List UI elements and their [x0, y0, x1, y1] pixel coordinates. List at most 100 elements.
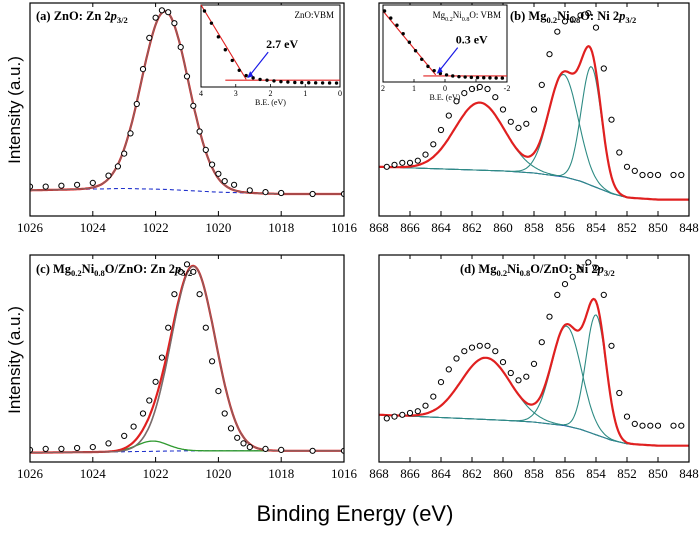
- inset-x-tick-label: 0: [338, 89, 342, 98]
- inset-data-point: [395, 23, 399, 27]
- title-part: p: [174, 262, 181, 276]
- data-point: [105, 440, 112, 447]
- data-point: [202, 146, 209, 153]
- inset-data-point: [300, 80, 304, 85]
- inset-data-point: [475, 75, 480, 80]
- x-tick-label: 860: [493, 220, 513, 235]
- inset-data-point: [432, 68, 436, 73]
- title-part: 0.2: [546, 15, 557, 25]
- data-point: [530, 106, 538, 113]
- inset-data-point: [469, 75, 474, 80]
- inset-data-point: [230, 58, 234, 63]
- data-point: [399, 159, 406, 166]
- inset-data-point: [209, 21, 214, 25]
- x-tick-label: 854: [586, 466, 606, 481]
- data-point: [670, 171, 677, 179]
- title-part: p: [110, 9, 117, 23]
- inset-data-point: [320, 81, 325, 85]
- inset-data-point: [382, 9, 387, 13]
- x-tick-label: 848: [679, 466, 699, 481]
- data-point: [209, 358, 216, 365]
- plot-area: [379, 10, 689, 201]
- panel-title: (c) Mg0.2Ni0.8O/ZnO: Zn 2p3/2: [36, 262, 192, 278]
- title-part: p: [597, 262, 604, 276]
- x-tick-label: 850: [648, 466, 668, 481]
- component-peak-line: [30, 265, 344, 454]
- data-point: [647, 171, 654, 179]
- data-point: [406, 409, 414, 417]
- data-point: [608, 116, 615, 123]
- y-axis-label-top: Intensity (a.u.): [5, 56, 24, 164]
- inset-data-point: [327, 81, 332, 85]
- data-point: [231, 181, 238, 188]
- data-point: [430, 393, 437, 400]
- inset-data-point: [500, 76, 505, 80]
- x-tick-label: 858: [524, 466, 544, 481]
- data-point: [227, 425, 235, 432]
- inset-data-point: [334, 81, 339, 85]
- x-tick-label: 1024: [80, 466, 107, 481]
- x-tick-label: 864: [431, 466, 451, 481]
- title-part: 0.8: [570, 15, 581, 25]
- inset-frame: [382, 4, 508, 83]
- inset-data-point: [482, 76, 486, 80]
- data-point: [569, 16, 576, 23]
- data-point: [631, 420, 638, 427]
- data-point: [105, 172, 112, 179]
- data-point: [569, 273, 576, 280]
- data-point: [74, 181, 81, 188]
- data-point: [678, 171, 685, 179]
- data-point: [89, 179, 96, 186]
- inset-x-tick-label: 1: [412, 84, 416, 93]
- data-point: [74, 444, 81, 452]
- data-point: [654, 422, 662, 429]
- data-point: [476, 83, 483, 91]
- x-tick-label: 1026: [17, 220, 44, 235]
- data-point: [58, 182, 65, 189]
- data-point: [600, 65, 607, 72]
- inset-data-point: [293, 80, 297, 85]
- data-point: [623, 163, 631, 170]
- inset-data-point: [272, 79, 276, 83]
- data-point: [262, 189, 269, 196]
- inset-data-point: [444, 73, 449, 77]
- inset-data-point: [279, 79, 283, 84]
- data-point: [461, 90, 468, 97]
- inset-data-point: [426, 64, 430, 69]
- data-point: [209, 161, 216, 168]
- data-point: [608, 342, 615, 349]
- data-point: [215, 388, 222, 395]
- inset-data-point: [202, 9, 207, 13]
- data-point: [383, 415, 390, 422]
- data-point: [631, 167, 638, 174]
- inset-data-point: [463, 75, 467, 79]
- data-point: [130, 423, 137, 430]
- x-tick-label: 854: [586, 220, 606, 235]
- data-point: [484, 342, 491, 349]
- title-part: Ni: [507, 262, 520, 276]
- x-tick-label: 1022: [143, 220, 169, 235]
- fit-envelope-line: [379, 297, 689, 447]
- inset-data-point: [494, 76, 498, 80]
- inset-title: ZnO:VBM: [294, 10, 334, 20]
- plot-frame: [378, 254, 690, 463]
- title-part: (b) Mg: [510, 9, 547, 23]
- data-point: [171, 20, 178, 27]
- data-point: [468, 85, 476, 93]
- data-point: [152, 378, 159, 385]
- fit-envelope-line: [30, 264, 344, 454]
- y-axis-label-bottom: Intensity (a.u.): [5, 306, 24, 414]
- background-line: [379, 414, 689, 447]
- title-part: (c) Mg: [36, 262, 72, 276]
- inset-data-point: [216, 35, 221, 39]
- plot-area: [30, 7, 344, 198]
- data-point: [406, 159, 414, 166]
- panel-title: (b) Mg0.2Ni0.8O: Ni 2p3/2: [510, 9, 636, 25]
- x-tick-label: 1024: [80, 220, 107, 235]
- x-tick-label: 856: [555, 220, 575, 235]
- data-point: [430, 141, 437, 148]
- data-point: [499, 359, 507, 366]
- data-point: [278, 446, 285, 453]
- x-tick-label: 1016: [331, 466, 358, 481]
